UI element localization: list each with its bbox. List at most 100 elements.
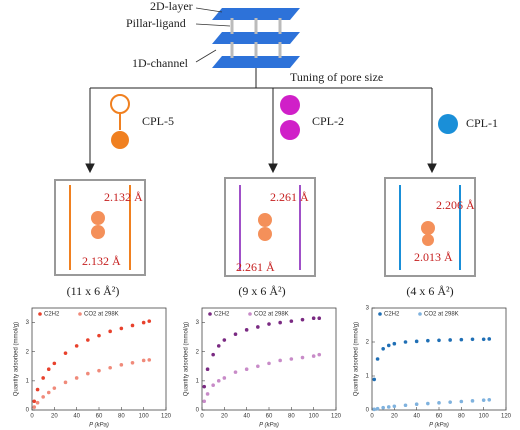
ligand-icons	[110, 94, 458, 149]
data-point	[414, 339, 419, 344]
y-tick-label: 0	[196, 408, 200, 414]
y-tick-label: 3	[196, 320, 200, 326]
x-tick-label: 40	[243, 414, 250, 420]
data-point	[233, 370, 238, 374]
data-point	[256, 364, 260, 369]
data-point	[375, 357, 380, 361]
data-point	[426, 401, 430, 406]
x-tick-label: 120	[331, 414, 342, 420]
data-point	[392, 404, 397, 409]
x-tick-label: 0	[200, 414, 204, 420]
data-point	[233, 332, 238, 337]
data-point	[211, 352, 215, 357]
pore-size: (4 x 6 Å²)	[406, 284, 453, 298]
data-point	[448, 338, 452, 342]
data-point	[372, 407, 377, 412]
x-axis-label: P (kPa)	[89, 423, 109, 429]
pore-size: (9 x 6 Å²)	[238, 284, 285, 298]
legend-label: C2H2	[384, 312, 400, 318]
data-point	[381, 347, 385, 351]
legend-swatch	[418, 312, 422, 316]
data-point	[372, 377, 377, 382]
data-point	[216, 379, 221, 383]
data-point	[403, 340, 408, 344]
x-tick-label: 120	[501, 414, 512, 420]
plot-frame	[31, 307, 167, 411]
y-tick-label: 2	[366, 340, 370, 346]
y-tick-label: 0	[26, 408, 30, 414]
data-point	[222, 338, 227, 342]
data-point	[317, 352, 322, 357]
pillar-label: Pillar-ligand	[126, 16, 186, 30]
data-point	[211, 383, 215, 388]
distance-label: 2.261 Å	[236, 260, 275, 274]
data-point	[35, 387, 40, 392]
data-point	[437, 338, 441, 343]
data-point	[317, 316, 322, 321]
data-point	[470, 337, 475, 342]
y-axis-label: Quantity adsorbed (mmol/g)	[184, 322, 190, 396]
data-point	[74, 344, 79, 348]
legend-swatch	[378, 312, 382, 316]
legend-swatch	[78, 312, 82, 316]
y-tick-label: 1	[366, 374, 370, 380]
data-point	[46, 367, 51, 372]
data-point	[256, 325, 260, 329]
data-point	[52, 361, 57, 366]
data-point	[267, 361, 271, 366]
y-tick-label: 2	[196, 349, 200, 355]
data-point	[386, 405, 391, 409]
x-tick-label: 40	[413, 414, 420, 420]
crystal-structures	[54, 177, 476, 277]
data-point	[52, 386, 57, 390]
distance-label: 2.132 Å	[104, 190, 143, 204]
data-point	[487, 337, 492, 341]
data-point	[216, 344, 221, 348]
tuning-label: Tuning of pore size	[290, 70, 383, 84]
data-point	[459, 337, 464, 342]
y-tick-label: 3	[366, 306, 370, 312]
y-axis-label: Quantity adsorbed (mmol/g)	[354, 322, 360, 396]
data-point	[403, 403, 408, 408]
distance-label: 2.013 Å	[414, 250, 453, 264]
data-point	[205, 392, 210, 396]
data-point	[300, 355, 305, 360]
legend-label: C2H2	[214, 312, 230, 318]
legend-swatch	[208, 312, 212, 316]
y-tick-label: 0	[366, 408, 370, 414]
data-point	[63, 351, 68, 355]
data-point	[386, 343, 391, 348]
data-point	[35, 400, 40, 405]
data-point	[448, 400, 452, 404]
pore-size: (11 x 6 Å²)	[67, 284, 120, 298]
data-point	[481, 337, 486, 342]
y-tick-label: 3	[26, 320, 30, 326]
layer-label: 2D-layer	[150, 0, 193, 13]
x-tick-label: 60	[266, 414, 273, 420]
legend-swatch	[248, 312, 252, 316]
x-tick-label: 0	[30, 414, 34, 420]
data-point	[392, 341, 397, 346]
data-point	[97, 333, 101, 338]
y-tick-label: 1	[26, 378, 30, 384]
branch-lines	[85, 68, 437, 174]
data-point	[289, 357, 294, 361]
data-point	[487, 398, 492, 402]
data-point	[202, 399, 207, 404]
x-tick-label: 20	[51, 414, 58, 420]
x-tick-label: 100	[139, 414, 150, 420]
x-tick-label: 20	[221, 414, 228, 420]
framework-schematic	[195, 7, 300, 68]
x-tick-label: 60	[436, 414, 443, 420]
data-point	[205, 367, 210, 372]
legend-swatch	[38, 312, 42, 316]
distance-label: 2.132 Å	[82, 254, 121, 268]
data-point	[63, 380, 68, 385]
data-point	[202, 384, 207, 389]
data-point	[86, 338, 90, 342]
data-point	[278, 358, 282, 363]
data-point	[414, 402, 419, 407]
data-point	[108, 329, 112, 334]
ligand-name: CPL-5	[142, 114, 174, 128]
